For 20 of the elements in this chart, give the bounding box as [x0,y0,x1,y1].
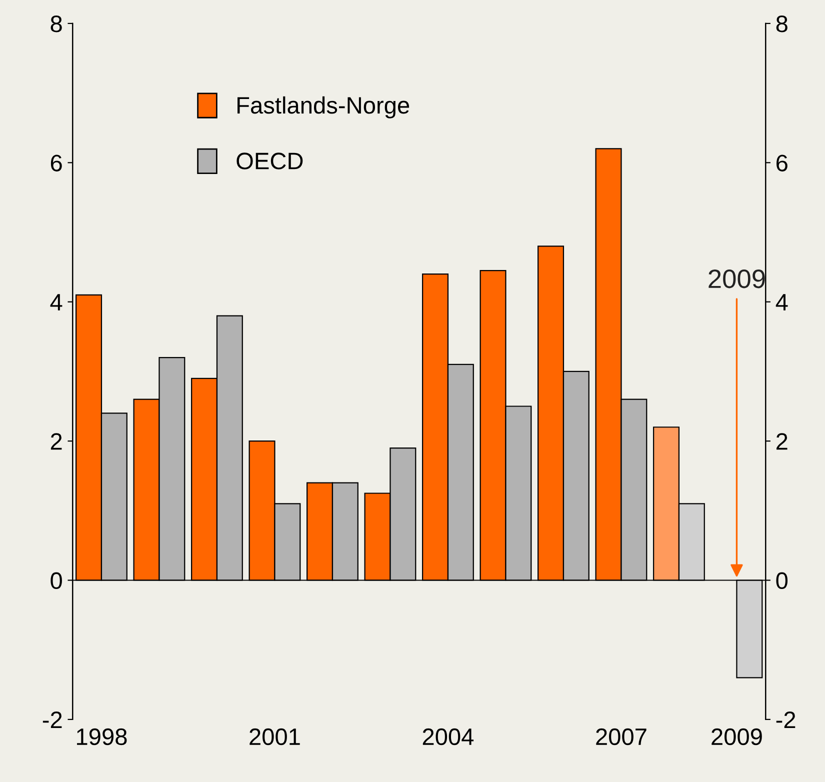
x-tick-label: 1998 [77,728,127,746]
x-tick-label: 2007 [596,728,646,746]
y-tick-label: 2 [50,433,62,450]
y-tick-label: 0 [50,572,62,590]
y2-tick-label: -2 [776,712,796,728]
y2-tick-label: 2 [776,433,788,450]
y2-tick-label: 6 [776,154,788,172]
y-tick-label: 6 [50,154,62,172]
x-tick-label: 2001 [250,728,300,746]
y-tick-label: 8 [50,16,62,32]
legend-label: Fastlands-Norge [238,96,410,118]
x-tick-label: 2009 [712,728,762,746]
y2-tick-label: 8 [776,16,788,32]
x-tick-label: 2004 [422,728,474,746]
y-tick-label: -2 [42,712,62,728]
legend-label: OECD [236,152,303,170]
annotation: 2009 [708,270,765,288]
y2-tick-label: 0 [776,572,788,590]
y-tick-label: 4 [50,294,62,310]
y2-tick-label: 4 [776,294,788,310]
